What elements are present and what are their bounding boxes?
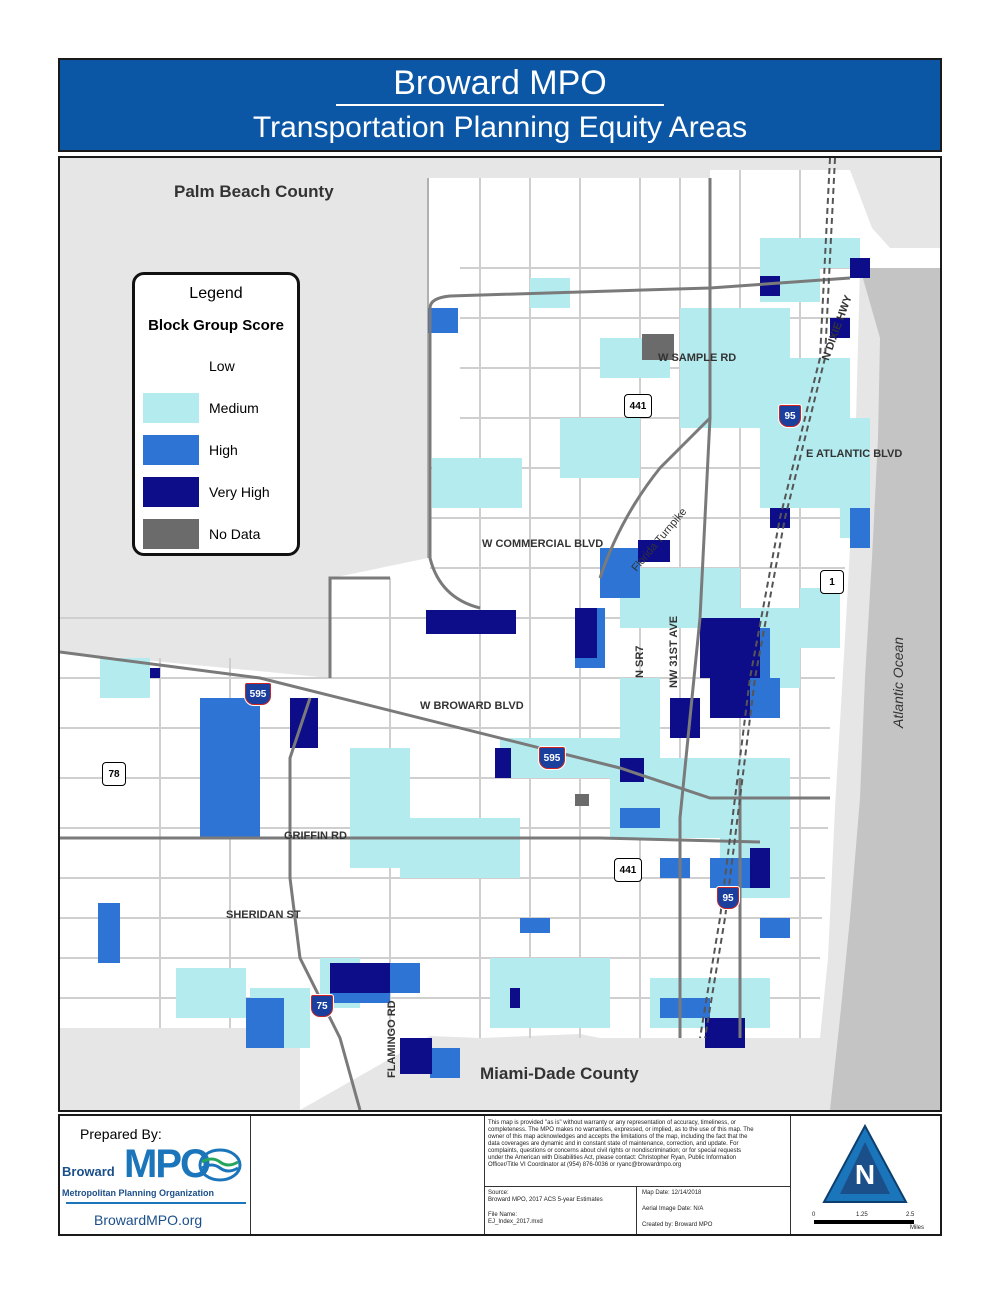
logo-org-text: Metropolitan Planning Organization <box>62 1188 214 1198</box>
legend-label-low: Low <box>209 358 235 374</box>
interstate-95-north-shield: 95 <box>778 404 802 428</box>
us-78-shield: 78 <box>102 762 126 786</box>
prepared-by-box: Prepared By: Broward MPO Metropolitan Pl… <box>60 1116 251 1234</box>
footer-spacer-box <box>250 1116 485 1234</box>
us-441-south-shield: 441 <box>614 858 642 882</box>
legend-swatch-very-high <box>143 477 199 507</box>
north-letter: N <box>855 1159 875 1190</box>
prepared-by-label: Prepared By: <box>80 1126 162 1142</box>
logo-broward-text: Broward <box>62 1164 115 1179</box>
legend-label-very-high: Very High <box>209 484 270 500</box>
map-canvas <box>60 158 940 1110</box>
file-value: EJ_Index_2017.mxd <box>488 1219 543 1225</box>
legend-swatch-high <box>143 435 199 465</box>
scale-label-1: 1.25 <box>856 1212 868 1218</box>
legend-item-very-high: Very High <box>143 477 270 507</box>
us-1-shield: 1 <box>820 570 844 594</box>
map-subtitle: Transportation Planning Equity Areas <box>252 111 748 144</box>
legend-swatch-low <box>143 351 199 381</box>
north-arrow-icon: N <box>822 1123 908 1203</box>
road-label-w-sample: W SAMPLE RD <box>658 352 737 364</box>
very-high-score-areas <box>150 258 870 1074</box>
scale-bar <box>814 1220 914 1224</box>
scale-unit: Miles <box>910 1225 925 1231</box>
road-label-flamingo: FLAMINGO RD <box>386 1000 398 1078</box>
logo-wave-icon <box>198 1148 242 1182</box>
palm-beach-county-label: Palm Beach County <box>174 182 334 201</box>
railways <box>699 158 836 1039</box>
legend-box: Legend Block Group Score Low Medium High… <box>132 272 300 556</box>
us-441-north-shield: 441 <box>624 394 652 418</box>
disclaimer-text: This map is provided "as is" without war… <box>488 1120 754 1168</box>
legend-swatch-medium <box>143 393 199 423</box>
legend-item-medium: Medium <box>143 393 259 423</box>
miami-dade-county-label: Miami-Dade County <box>480 1064 639 1083</box>
north-arrow-box: N 0 1.25 2.5 Miles <box>790 1116 940 1234</box>
file-label: File Name: <box>488 1212 518 1218</box>
legend-subtitle: Block Group Score <box>148 317 284 334</box>
logo-divider <box>66 1202 246 1204</box>
legend-label-high: High <box>209 442 238 458</box>
interstate-595-west-shield: 595 <box>244 682 272 706</box>
map-title: Broward MPO <box>393 64 607 102</box>
road-label-griffin: GRIFFIN RD <box>284 830 347 842</box>
scale-label-2: 2.5 <box>906 1212 915 1218</box>
ocean-area <box>830 268 940 1110</box>
footer-panel: Prepared By: Broward MPO Metropolitan Pl… <box>58 1114 942 1236</box>
no-data-areas <box>575 334 674 806</box>
interstate-95-south-shield: 95 <box>716 886 740 910</box>
created-by: Created by: Broward MPO <box>642 1222 713 1228</box>
title-banner: Broward MPO Transportation Planning Equi… <box>58 58 942 152</box>
info-divider <box>484 1186 790 1187</box>
legend-item-high: High <box>143 435 238 465</box>
atlantic-ocean-label: Atlantic Ocean <box>890 636 906 728</box>
legend-label-no-data: No Data <box>209 526 261 542</box>
road-label-w-commercial: W COMMERCIAL BLVD <box>482 538 604 550</box>
aerial-date: Aerial Image Date: N/A <box>642 1206 704 1212</box>
source-value: Broward MPO, 2017 ACS 5-year Estimates <box>488 1197 603 1203</box>
source-label: Source: <box>488 1190 509 1196</box>
title-divider <box>336 104 664 106</box>
legend-swatch-no-data <box>143 519 199 549</box>
logo-mpo-text: MPO <box>124 1142 211 1186</box>
road-label-n-sr7: N SR7 <box>634 645 646 678</box>
map-date: Map Date: 12/14/2018 <box>642 1190 702 1196</box>
scale-label-0: 0 <box>812 1212 816 1218</box>
interstate-75-shield: 75 <box>310 994 334 1018</box>
map-info-box: This map is provided "as is" without war… <box>484 1116 791 1234</box>
road-label-w-broward: W BROWARD BLVD <box>420 700 524 712</box>
legend-title: Legend <box>189 285 243 302</box>
website-link[interactable]: BrowardMPO.org <box>94 1212 203 1228</box>
legend-label-medium: Medium <box>209 400 259 416</box>
map-frame[interactable]: Palm Beach County Miami-Dade County Atla… <box>58 156 942 1112</box>
interstate-595-east-shield: 595 <box>538 746 566 770</box>
info-vertical-divider <box>636 1186 637 1234</box>
legend-item-no-data: No Data <box>143 519 260 549</box>
road-label-sheridan: SHERIDAN ST <box>226 909 301 921</box>
highways <box>60 178 851 1110</box>
road-label-e-atlantic: E ATLANTIC BLVD <box>806 448 903 460</box>
legend-item-low: Low <box>143 351 235 381</box>
road-label-nw-31st: NW 31ST AVE <box>668 615 680 688</box>
